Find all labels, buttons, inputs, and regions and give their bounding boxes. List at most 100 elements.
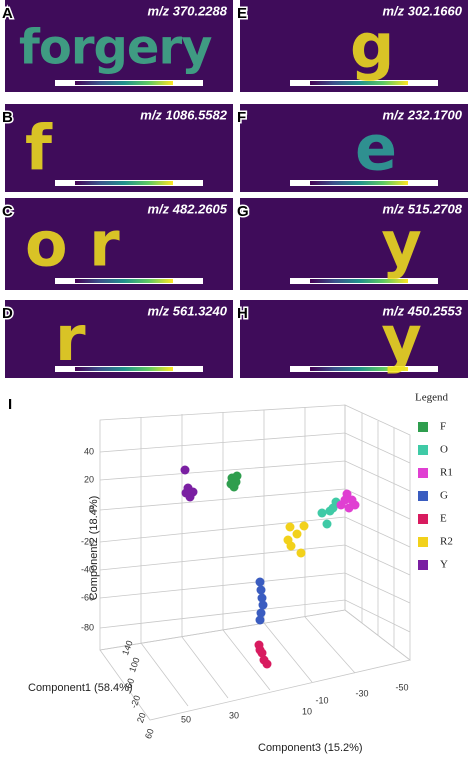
axis-label: Component1 (58.4%) (28, 682, 133, 694)
scatter-point (340, 495, 350, 505)
scatter-point (226, 479, 236, 489)
scatter-point (317, 508, 327, 518)
scatter-point (255, 645, 265, 655)
mz-label: m/z 1086.5582 (140, 107, 228, 122)
x-tick-label: 140 (120, 639, 135, 657)
colorbar (55, 80, 203, 86)
panel-label: G (237, 203, 249, 220)
colorbar (55, 278, 203, 284)
y-tick-label: -40 (81, 564, 94, 574)
colorbar-bar (310, 279, 408, 283)
letter-image: g (350, 10, 394, 83)
panel-label: D (2, 305, 13, 322)
ms-image (5, 198, 233, 290)
colorbar (290, 180, 438, 186)
legend-swatch (418, 445, 428, 455)
ms-image (240, 300, 468, 378)
scatter-point (257, 593, 267, 603)
ms-image (5, 300, 233, 378)
colorbar-bar (75, 181, 173, 185)
colorbar (290, 278, 438, 284)
scatter-point (256, 608, 266, 618)
legend-swatch (418, 560, 428, 570)
letter-image: y (381, 302, 421, 375)
panel-label: B (2, 109, 13, 126)
legend-label: R2 (440, 536, 453, 548)
scatter-point (181, 488, 191, 498)
y-tick-label: 0 (89, 504, 94, 514)
legend-swatch (418, 514, 428, 524)
scatter-point (299, 521, 309, 531)
ms-image (240, 104, 468, 192)
colorbar-bar (75, 81, 173, 85)
letter-image: y (381, 208, 421, 281)
scatter-point (344, 503, 354, 513)
legend-label: Y (440, 559, 448, 571)
legend-swatch (418, 468, 428, 478)
colorbar (290, 366, 438, 372)
colorbar-bar (75, 367, 173, 371)
legend-label: O (440, 444, 448, 456)
scatter-point (283, 535, 293, 545)
colorbar (290, 80, 438, 86)
scatter-point (232, 471, 242, 481)
x-tick-label: -20 (128, 694, 142, 710)
letter-image: forgery (19, 20, 212, 76)
panel-label: A (2, 5, 13, 22)
scatter-point (256, 585, 266, 595)
y-tick-label: 40 (84, 446, 94, 456)
letter-image: f (25, 111, 53, 184)
scatter-point (292, 529, 302, 539)
colorbar-bar (310, 81, 408, 85)
ms-image (240, 198, 468, 290)
scatter-point (328, 503, 338, 513)
panel-label: F (237, 109, 246, 126)
x-tick-label: 20 (135, 711, 148, 724)
mz-label: m/z 302.1660 (382, 3, 462, 18)
mz-label: m/z 482.2605 (147, 201, 227, 216)
pca-grid (99, 404, 411, 721)
panel-label: C (2, 203, 13, 220)
legend-label: F (440, 421, 446, 433)
ms-image (5, 0, 233, 92)
scatter-point (285, 522, 295, 532)
legend-label: E (440, 513, 447, 525)
colorbar (55, 366, 203, 372)
legend-title: Legend (415, 392, 448, 404)
panel-label: H (237, 305, 248, 322)
letter-image: r (55, 302, 86, 375)
z-tick-label: 10 (302, 706, 312, 716)
panel-label: I (8, 396, 12, 413)
legend-swatch (418, 491, 428, 501)
letter-image: o r (25, 208, 120, 281)
z-tick-label: 30 (229, 710, 239, 720)
axis-label: Component3 (15.2%) (258, 742, 363, 754)
legend-label: G (440, 490, 448, 502)
z-tick-label: -10 (315, 695, 328, 705)
z-tick-label: 50 (181, 714, 191, 724)
z-tick-label: -50 (395, 682, 408, 692)
x-tick-label: 60 (143, 727, 156, 740)
y-tick-label: -20 (81, 536, 94, 546)
axis-label: Component2 (18.4%) (88, 496, 100, 601)
colorbar-bar (75, 279, 173, 283)
scatter-point (258, 600, 268, 610)
x-tick-label: -60 (122, 677, 136, 693)
y-tick-label: -80 (81, 622, 94, 632)
y-tick-label: 20 (84, 474, 94, 484)
legend-swatch (418, 537, 428, 547)
scatter-point (322, 519, 332, 529)
colorbar-bar (310, 181, 408, 185)
scatter-point (296, 548, 306, 558)
scatter-point (255, 577, 265, 587)
scatter-point (262, 659, 272, 669)
y-tick-label: -60 (81, 592, 94, 602)
mz-label: m/z 232.1700 (382, 107, 462, 122)
scatter-point (255, 615, 265, 625)
ms-image (5, 104, 233, 192)
mz-label: m/z 515.2708 (382, 201, 462, 216)
colorbar-bar (310, 367, 408, 371)
legend-label: R1 (440, 467, 453, 479)
colorbar (55, 180, 203, 186)
